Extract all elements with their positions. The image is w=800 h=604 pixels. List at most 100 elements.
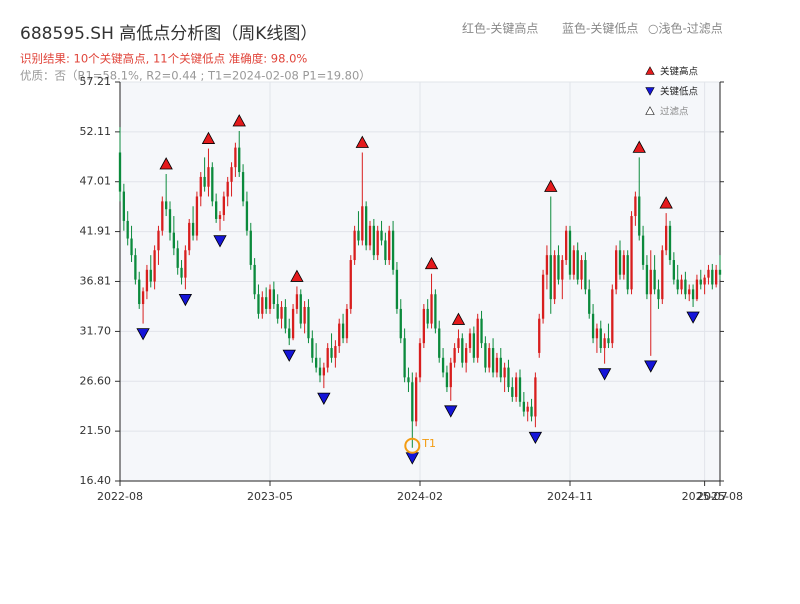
y-tick-label: 41.91 bbox=[80, 225, 112, 238]
candle-body bbox=[195, 196, 199, 236]
candle-body bbox=[407, 377, 410, 383]
legend-label: 关键低点 bbox=[660, 86, 699, 98]
candle-body bbox=[565, 230, 568, 261]
candle-body bbox=[676, 279, 679, 290]
candle-body bbox=[315, 357, 318, 368]
candle-body bbox=[522, 401, 525, 412]
candle-body bbox=[465, 348, 468, 363]
candle-body bbox=[345, 308, 349, 339]
candle-body bbox=[445, 372, 449, 388]
t1-marker bbox=[404, 437, 421, 454]
candle-body bbox=[357, 230, 360, 241]
note: 优质：否（R1=58.1%, R2=0.44 ; T1=2024-02-08 P… bbox=[20, 69, 371, 83]
candle-body bbox=[526, 406, 529, 412]
candle-body bbox=[434, 294, 437, 329]
candle-body bbox=[165, 201, 168, 210]
marker bbox=[597, 368, 612, 381]
candle-body bbox=[665, 225, 668, 251]
marker bbox=[686, 311, 700, 324]
candle-body bbox=[338, 323, 341, 347]
candle-body bbox=[538, 318, 541, 353]
candle-body bbox=[530, 406, 533, 417]
candle-body bbox=[134, 255, 137, 280]
candle-body bbox=[199, 176, 202, 197]
candle-body bbox=[303, 306, 306, 324]
candle-body bbox=[615, 250, 618, 290]
candle-body bbox=[453, 348, 456, 363]
candle-body bbox=[580, 260, 583, 280]
candle-body bbox=[257, 294, 260, 314]
candle-body bbox=[191, 222, 195, 236]
top-legend: 红色-关键高点 bbox=[462, 21, 538, 36]
candle-body bbox=[715, 269, 718, 285]
candle-body bbox=[311, 338, 314, 358]
candle-body bbox=[399, 308, 402, 339]
candle-body bbox=[595, 328, 599, 339]
marker bbox=[317, 392, 331, 405]
candle-body bbox=[130, 238, 133, 256]
marker bbox=[424, 256, 439, 270]
x-tick-label: 2023-05 bbox=[247, 490, 293, 503]
y-tick-label: 26.60 bbox=[80, 374, 112, 387]
candle-body bbox=[391, 230, 395, 270]
candle-body bbox=[184, 250, 187, 278]
candle-body bbox=[211, 167, 214, 202]
marker bbox=[282, 349, 296, 362]
marker bbox=[136, 328, 150, 341]
candle-body bbox=[699, 279, 702, 285]
y-tick-label: 16.40 bbox=[80, 474, 112, 487]
candle-body bbox=[411, 382, 414, 422]
marker bbox=[213, 235, 227, 248]
candle-body bbox=[234, 147, 237, 168]
candle-body bbox=[638, 196, 641, 236]
candle-body bbox=[480, 318, 483, 344]
candle-body bbox=[161, 201, 164, 231]
x-tick-label: 2024-02 bbox=[397, 490, 443, 503]
candle-body bbox=[618, 250, 622, 275]
candle-body bbox=[484, 343, 487, 368]
candle-body bbox=[518, 377, 522, 402]
candle-body bbox=[568, 230, 572, 275]
candle-body bbox=[695, 279, 699, 300]
candle-body bbox=[584, 260, 587, 290]
candle-body bbox=[553, 255, 556, 300]
candle-body bbox=[349, 260, 352, 309]
candle-body bbox=[491, 348, 495, 373]
candle-body bbox=[661, 250, 664, 300]
candle-body bbox=[457, 338, 460, 349]
candle-body bbox=[711, 269, 714, 285]
candle-body bbox=[703, 277, 706, 285]
legend-symbol bbox=[645, 106, 655, 115]
candle-body bbox=[599, 328, 602, 349]
candle-body bbox=[361, 206, 364, 241]
marker bbox=[544, 179, 558, 192]
candle-body bbox=[253, 264, 256, 295]
candle-body bbox=[557, 255, 560, 280]
marker bbox=[290, 269, 304, 282]
candle-body bbox=[330, 348, 333, 358]
candle-body bbox=[472, 333, 475, 358]
candle-body bbox=[218, 215, 222, 219]
marker bbox=[232, 114, 246, 127]
candle-body bbox=[188, 222, 191, 251]
marker bbox=[528, 431, 543, 445]
candle-body bbox=[668, 225, 672, 261]
candle-body bbox=[426, 308, 429, 324]
candle-body bbox=[268, 289, 272, 309]
candle-body bbox=[607, 338, 610, 344]
candle-body bbox=[611, 289, 614, 344]
marker bbox=[644, 360, 658, 373]
candle-body bbox=[288, 328, 291, 339]
candle-body bbox=[291, 308, 295, 339]
candle-body bbox=[376, 230, 379, 256]
candle-body bbox=[341, 323, 345, 339]
candle-body bbox=[438, 328, 441, 358]
candle-body bbox=[368, 225, 372, 246]
candle-body bbox=[261, 297, 264, 314]
candle-body bbox=[684, 279, 687, 295]
candle-body bbox=[499, 357, 502, 378]
candle-body bbox=[272, 289, 275, 305]
candle-body bbox=[415, 377, 418, 422]
candle-body bbox=[180, 267, 183, 278]
candle-body bbox=[207, 167, 210, 187]
